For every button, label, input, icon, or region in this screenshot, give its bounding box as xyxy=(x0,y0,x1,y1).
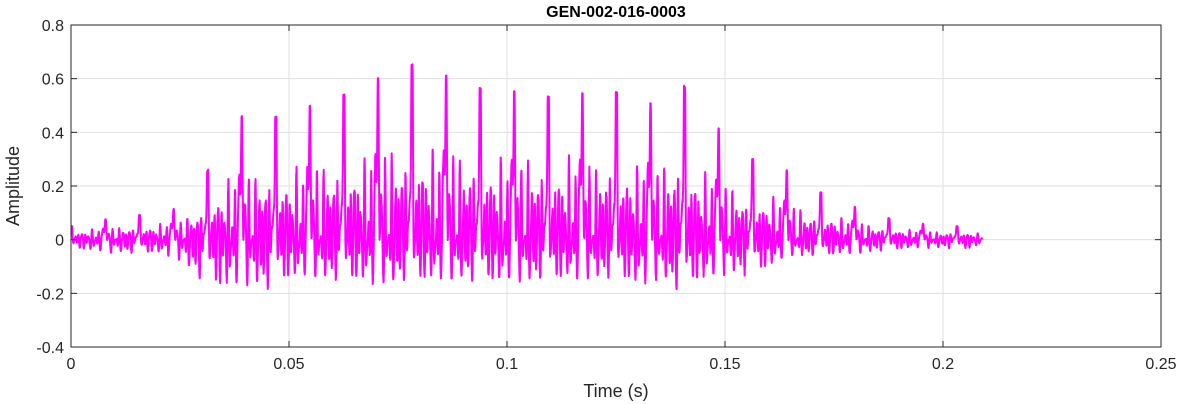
y-tick-label: -0.2 xyxy=(36,286,64,303)
x-axis-label: Time (s) xyxy=(583,381,648,401)
x-tick-label: 0.1 xyxy=(496,356,518,373)
x-tick-label: 0.2 xyxy=(932,356,954,373)
y-tick-label: 0.4 xyxy=(42,125,64,142)
y-tick-label: -0.4 xyxy=(36,340,64,357)
x-tick-label: 0.05 xyxy=(273,356,304,373)
x-tick-label: 0.15 xyxy=(709,356,740,373)
y-tick-label: 0.8 xyxy=(42,18,64,35)
ticks: 0 0.05 0.1 0.15 0.2 0.25 -0.4 -0.2 0 0.2 0.4 0.6 0.8 xyxy=(36,18,1176,373)
y-axis-label: Amplitude xyxy=(3,146,23,226)
x-tick-label: 0 xyxy=(67,356,76,373)
chart-title: GEN-002-016-0003 xyxy=(546,4,686,21)
y-tick-label: 0.6 xyxy=(42,72,64,89)
signal-layer xyxy=(70,63,984,291)
x-tick-label: 0.25 xyxy=(1145,356,1176,373)
waveform-line xyxy=(70,63,984,291)
y-tick-label: 0.2 xyxy=(42,179,64,196)
y-tick-label: 0 xyxy=(55,233,64,250)
